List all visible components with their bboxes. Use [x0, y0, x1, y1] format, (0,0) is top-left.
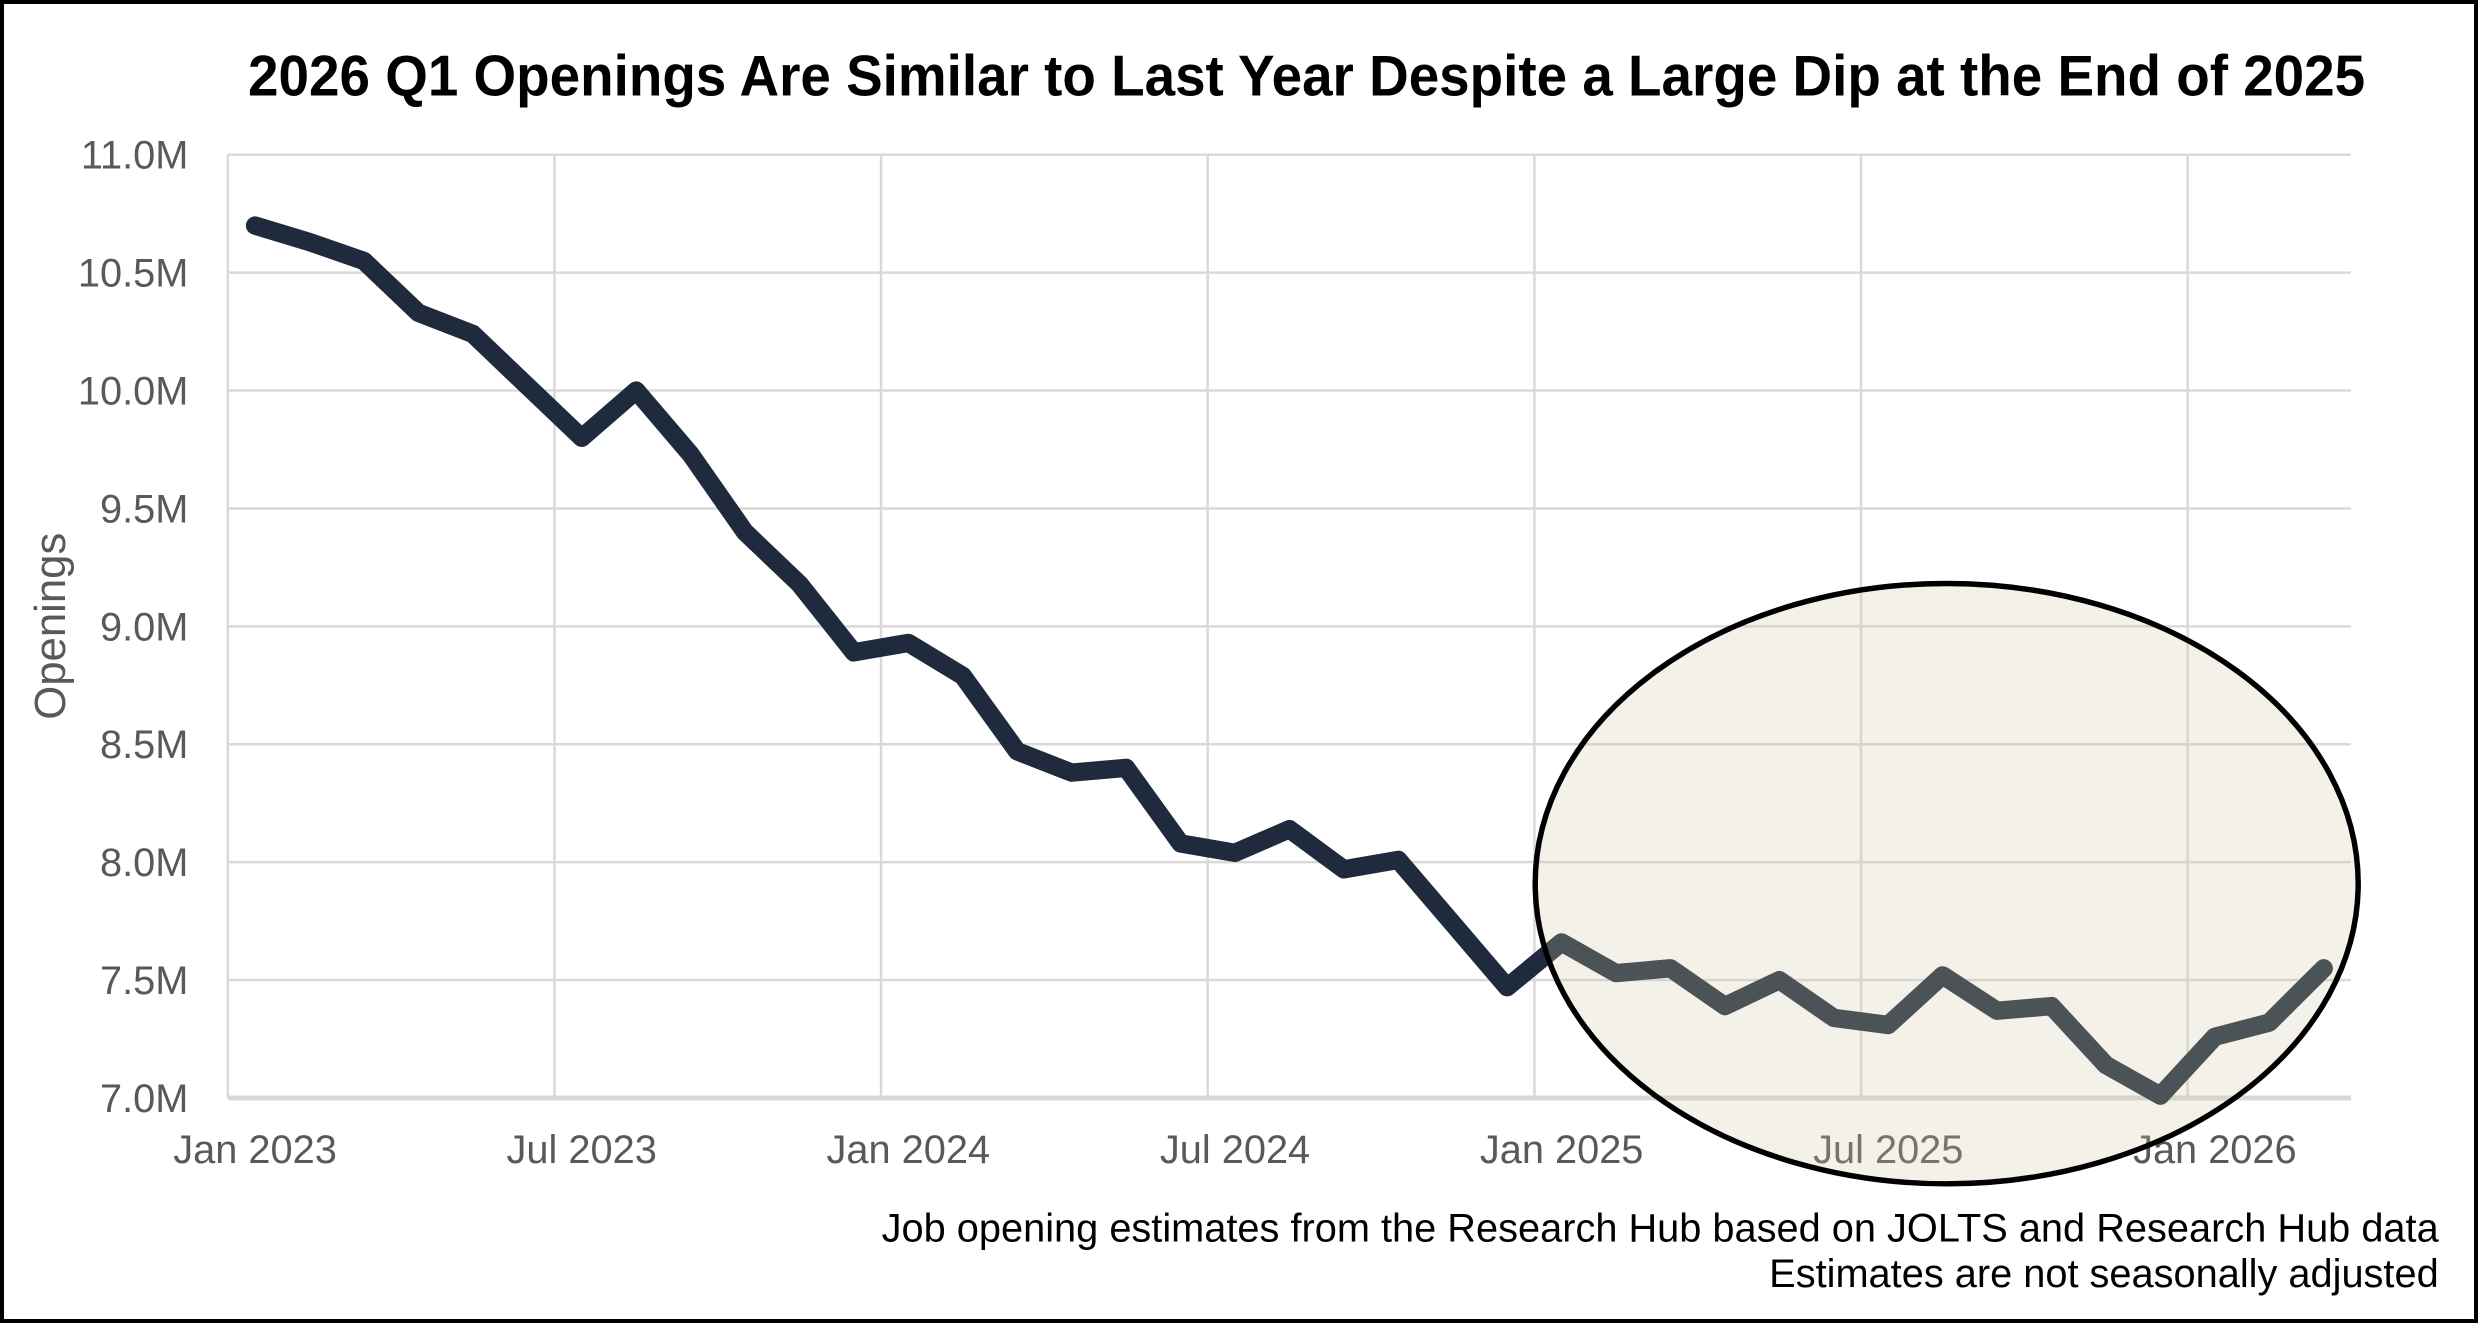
- x-tick-label: Jan 2023: [173, 1128, 337, 1172]
- footnote-source: Job opening estimates from the Research …: [882, 1206, 2440, 1250]
- y-tick-label: 8.5M: [100, 723, 188, 767]
- horizontal-gridlines: [227, 153, 2351, 982]
- x-axis-tick-labels: Jan 2023 Jul 2023 Jan 2024 Jul 2024 Jan …: [173, 1128, 2296, 1172]
- y-tick-label: 10.0M: [78, 369, 188, 413]
- y-tick-label: 7.5M: [100, 959, 188, 1003]
- y-tick-label: 11.0M: [81, 134, 189, 178]
- x-tick-label: Jan 2024: [827, 1128, 991, 1172]
- y-axis-title: Openings: [26, 533, 75, 720]
- footnote-adjustment: Estimates are not seasonally adjusted: [1769, 1252, 2439, 1296]
- y-tick-label: 9.5M: [100, 487, 188, 531]
- highlight-ellipse-annotation: [1532, 580, 2361, 1187]
- line-chart: 11.0M 10.5M 10.0M 9.5M 9.0M 8.5M 8.0M 7.…: [26, 44, 2440, 1296]
- chart-title: 2026 Q1 Openings Are Similar to Last Yea…: [248, 44, 2365, 108]
- vertical-gridlines: [226, 154, 2189, 1099]
- y-tick-label: 7.0M: [100, 1077, 188, 1121]
- x-tick-label: Jul 2025: [1813, 1128, 1963, 1172]
- y-axis-tick-labels: 11.0M 10.5M 10.0M 9.5M 9.0M 8.5M 8.0M 7.…: [78, 134, 188, 1121]
- job-openings-line-series: [245, 216, 2333, 1105]
- y-tick-label: 10.5M: [78, 252, 188, 296]
- x-tick-label: Jul 2024: [1160, 1128, 1310, 1172]
- y-tick-label: 8.0M: [100, 841, 188, 885]
- x-tick-label: Jul 2023: [507, 1128, 657, 1172]
- y-tick-label: 9.0M: [100, 605, 188, 649]
- x-tick-label: Jan 2025: [1480, 1128, 1644, 1172]
- x-tick-label: Jan 2026: [2133, 1128, 2297, 1172]
